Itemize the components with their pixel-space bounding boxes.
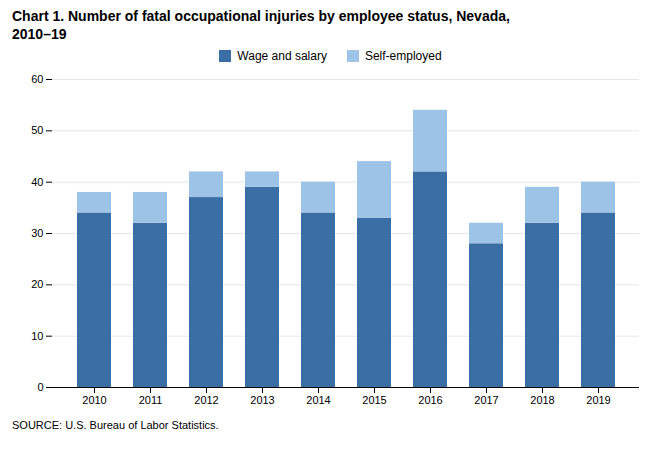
- html-text:Wage and salary: Wage and salary: [237, 49, 327, 63]
- svg-text:2011: 2011: [139, 394, 163, 406]
- svg-text:20: 20: [31, 278, 43, 290]
- svg-text:2018: 2018: [530, 394, 554, 406]
- svg-text:40: 40: [31, 176, 43, 188]
- svg-text:2012: 2012: [194, 394, 218, 406]
- html-text:Chart 1. Number of fatal occup: Chart 1. Number of fatal occupational in…: [12, 8, 510, 42]
- svg-text:50: 50: [31, 124, 43, 136]
- svg-text:0: 0: [37, 381, 43, 393]
- svg-text:2019: 2019: [586, 394, 610, 406]
- svg-text:2017: 2017: [474, 394, 498, 406]
- svg-text:2014: 2014: [306, 394, 330, 406]
- svg-text:2013: 2013: [250, 394, 274, 406]
- html-text:SOURCE: U.S. Bureau of Labor S: SOURCE: U.S. Bureau of Labor Statistics.: [12, 419, 219, 431]
- svg-text:60: 60: [31, 73, 43, 85]
- svg-text:2015: 2015: [362, 394, 386, 406]
- svg-text:10: 10: [31, 330, 43, 342]
- svg-text:30: 30: [31, 227, 43, 239]
- html-text:Self-employed: Self-employed: [364, 49, 442, 63]
- svg-text:2016: 2016: [418, 394, 442, 406]
- svg-text:2010: 2010: [82, 394, 106, 406]
